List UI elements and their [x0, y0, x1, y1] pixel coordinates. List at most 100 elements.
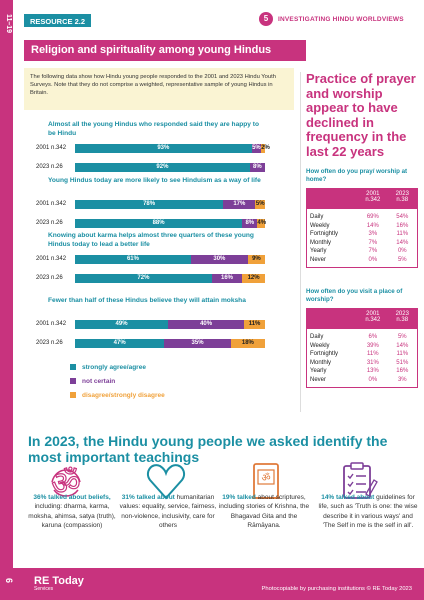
- re-today-logo: RE Today Services: [34, 575, 84, 592]
- legend-item: disagree/strongly disagree: [70, 392, 165, 399]
- teachings-heading-line2: most important teachings: [28, 449, 200, 465]
- bar-segment: 4%: [257, 219, 267, 228]
- table-row: Monthly 7% 14%: [307, 239, 417, 248]
- legend-label: strongly agree/agree: [82, 364, 146, 371]
- table-cell: 31%: [366, 359, 379, 366]
- bar-segment: 40%: [168, 320, 245, 329]
- bar-segment: 72%: [75, 274, 212, 283]
- table-row: Weekly 39% 14%: [307, 342, 417, 351]
- bar-segment: 2%: [261, 144, 270, 153]
- practice-heading: Practice of prayer and worship appear to…: [306, 71, 416, 159]
- teaching-detail: guidelines for life, such as 'Truth is o…: [318, 494, 418, 529]
- legend-item: not certain: [70, 378, 115, 385]
- table-cell: 16%: [396, 368, 409, 374]
- footer-band: [0, 568, 424, 600]
- bar-segment: 47%: [75, 339, 165, 348]
- series-title: INVESTIGATING HINDU WORLDVIEWS: [278, 16, 404, 23]
- teachings-heading-line1: In 2023, the Hindu young people we asked…: [28, 433, 388, 449]
- bar-segment: 8%: [242, 219, 258, 228]
- table-row: Weekly 14% 16%: [307, 222, 417, 231]
- teaching-caption: 14% talked about guidelines for life, su…: [318, 493, 418, 530]
- table-cell: Fortnightly: [310, 351, 339, 357]
- table-row: Daily 6% 5%: [307, 333, 417, 342]
- survey-row-label: 2023 n.26: [36, 220, 63, 226]
- survey-question: Almost all the young Hindus who responde…: [48, 121, 260, 137]
- table-header: 2001 n.342 2023 n.38: [307, 189, 417, 209]
- table-cell: 7%: [368, 239, 378, 246]
- bar-segment: 78%: [75, 200, 224, 209]
- table-cell: 6%: [368, 334, 378, 340]
- table-cell: 7%: [368, 248, 378, 254]
- survey-bar: 47% 35% 18%: [75, 339, 265, 348]
- bar-segment: 9%: [247, 255, 265, 264]
- teaching-detail: including: dharma, karma, moksha, ahimsa…: [28, 503, 116, 529]
- logo-text: RE Today: [34, 575, 84, 587]
- column-header: 2001 n.342: [365, 311, 381, 323]
- table-header: 2001 n.342 2023 n.38: [307, 309, 417, 329]
- legend-label: disagree/strongly disagree: [82, 392, 165, 399]
- survey-bar: 93% 5% 2%: [75, 144, 270, 153]
- bar-segment: 17%: [223, 200, 256, 209]
- table-row: Yearly 7% 0%: [307, 247, 417, 256]
- logo-subtext: Services: [34, 586, 54, 592]
- table-cell: Weekly: [310, 342, 330, 349]
- sidebar-strip: [0, 0, 13, 600]
- table-cell: 54%: [396, 214, 409, 220]
- table-row: Fortnightly 3% 11%: [307, 230, 417, 239]
- svg-text:ॐ: ॐ: [261, 472, 270, 484]
- table-row: Monthly 31% 51%: [307, 359, 417, 368]
- table-cell: 11%: [367, 351, 379, 357]
- table-cell: 0%: [368, 256, 378, 263]
- survey-bar: 61% 30% 9%: [75, 255, 265, 264]
- page-number: 6: [4, 578, 14, 584]
- legend-swatch: [70, 378, 76, 385]
- survey-row-label: 2001 n.342: [36, 321, 67, 327]
- page-title: Religion and spirituality among young Hi…: [24, 40, 306, 61]
- column-header: 2023 n.38: [395, 191, 409, 203]
- intro-note: The following data show how Hindu young …: [24, 68, 294, 110]
- column-header: 2001 n.342: [365, 191, 381, 203]
- bar-segment: 5%: [255, 200, 265, 209]
- legend-item: strongly agree/agree: [70, 364, 146, 371]
- survey-row-label: 2023 n.26: [36, 340, 63, 346]
- table-cell: Never: [310, 376, 327, 383]
- table-row: Yearly 13% 16%: [307, 367, 417, 376]
- unit-badge: 5: [259, 12, 273, 26]
- survey-bar: 49% 40% 11%: [75, 320, 265, 329]
- survey-row-label: 2001 n.342: [36, 201, 67, 207]
- teaching-caption: 31% talked about humanitarian values: eq…: [118, 493, 218, 530]
- bar-segment: 49%: [75, 320, 169, 329]
- teaching-caption: 19% talked about scriptures, including s…: [214, 493, 314, 530]
- bar-segment: 18%: [230, 339, 265, 348]
- om-icon: ॐ: [51, 463, 81, 502]
- table-row: Never 0% 3%: [307, 376, 417, 385]
- teaching-lead: 36% talked about beliefs,: [33, 494, 111, 501]
- table-cell: 69%: [366, 214, 379, 220]
- teaching-lead: 14% talked about: [321, 494, 377, 501]
- pray-question: How often do you pray/ worship at home?: [306, 168, 408, 183]
- table-cell: 5%: [397, 256, 407, 263]
- survey-question: Fewer than half of these Hindus believe …: [48, 297, 246, 304]
- table-cell: 11%: [396, 351, 409, 357]
- bar-segment: 12%: [242, 274, 265, 283]
- scripture-icon: ॐ: [252, 463, 280, 499]
- table-cell: Never: [310, 256, 327, 263]
- teaching-caption: 36% talked about beliefs, including: dha…: [22, 493, 122, 530]
- table-cell: 14%: [396, 239, 409, 246]
- table-cell: 13%: [366, 368, 379, 374]
- bar-segment: 16%: [211, 274, 243, 283]
- table-cell: Daily: [310, 214, 324, 220]
- survey-row-label: 2023 n.26: [36, 164, 63, 170]
- teaching-detail: humanitarian values: equality, service, …: [119, 494, 217, 529]
- survey-row-label: 2023 n.26: [36, 275, 63, 281]
- resource-tag: RESOURCE 2.2: [24, 14, 92, 27]
- teaching-lead: 19% talked: [222, 494, 258, 501]
- table-cell: 0%: [368, 376, 378, 383]
- worship-question: How often do you visit a place of worshi…: [306, 288, 403, 303]
- table-cell: 14%: [396, 342, 409, 349]
- legend-label: not certain: [82, 378, 116, 385]
- table-cell: Monthly: [310, 239, 332, 246]
- survey-question: Knowing about karma helps almost three q…: [48, 232, 254, 248]
- bar-segment: 35%: [164, 339, 231, 348]
- copyright-notice: Photocopiable by purchasing institutions…: [261, 586, 412, 592]
